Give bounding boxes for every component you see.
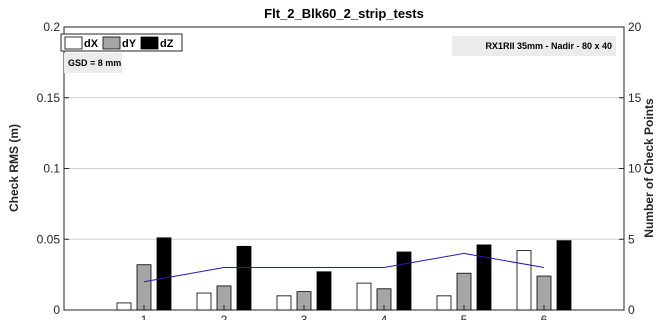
bars bbox=[116, 237, 572, 311]
legend-swatch-dy bbox=[102, 36, 121, 50]
legend-swatch-dx bbox=[64, 36, 83, 50]
bar-dz bbox=[396, 251, 412, 311]
y2-tick-label: 0 bbox=[628, 303, 635, 317]
chart-title: Flt_2_Blk60_2_strip_tests bbox=[264, 6, 424, 21]
right-axis-ticks: 0 5 10 15 20 bbox=[619, 20, 642, 317]
gsd-annotation: GSD = 8 mm bbox=[68, 58, 121, 68]
y-tick-label: 0.1 bbox=[43, 162, 60, 176]
legend-label-dx: dX bbox=[84, 38, 99, 50]
legend: dX dY dZ bbox=[60, 33, 183, 52]
x-tick-label: 3 bbox=[301, 313, 308, 320]
left-axis-ticks: 0 0.05 0.1 0.15 0.2 bbox=[37, 20, 69, 317]
gsd-annotation-box bbox=[64, 53, 122, 73]
bar-dx bbox=[276, 295, 292, 311]
bar-dx bbox=[356, 282, 372, 311]
bar-dx bbox=[436, 295, 452, 311]
legend-swatch-dz bbox=[140, 36, 159, 50]
x-tick-label: 6 bbox=[541, 313, 548, 320]
bar-dz bbox=[236, 245, 252, 311]
x-tick-label: 2 bbox=[221, 313, 228, 320]
legend-label-dz: dZ bbox=[160, 38, 174, 50]
y2-tick-label: 5 bbox=[628, 232, 635, 246]
y2-axis-label: Number of Check Points bbox=[642, 98, 656, 238]
bar-dz bbox=[156, 237, 172, 311]
y2-tick-label: 15 bbox=[628, 91, 642, 105]
bar-dz bbox=[556, 240, 572, 311]
y2-tick-label: 20 bbox=[628, 20, 642, 34]
camera-annotation-box bbox=[452, 36, 616, 56]
bar-dy bbox=[456, 272, 472, 311]
x-axis-ticks: 1 2 3 4 5 6 bbox=[141, 305, 548, 320]
bar-dx bbox=[116, 302, 132, 311]
y2-tick-label: 10 bbox=[628, 162, 642, 176]
y-tick-label: 0 bbox=[53, 303, 60, 317]
camera-annotation: RX1RII 35mm - Nadir - 80 x 40 bbox=[485, 41, 612, 51]
x-tick-label: 4 bbox=[381, 313, 388, 320]
y-tick-label: 0.15 bbox=[37, 91, 61, 105]
y-tick-label: 0.05 bbox=[37, 232, 61, 246]
x-tick-label: 1 bbox=[141, 313, 148, 320]
bar-dz bbox=[316, 271, 332, 311]
check-points-line bbox=[143, 252, 545, 283]
x-tick-label: 5 bbox=[461, 313, 468, 320]
legend-label-dy: dY bbox=[122, 38, 137, 50]
y-tick-label: 0.2 bbox=[43, 20, 60, 34]
bar-dy bbox=[136, 264, 152, 311]
bar-dz bbox=[476, 244, 492, 311]
bar-dy bbox=[536, 275, 552, 311]
y-axis-label: Check RMS (m) bbox=[7, 124, 21, 212]
bar-dx bbox=[196, 292, 212, 311]
bar-dx bbox=[516, 250, 532, 311]
